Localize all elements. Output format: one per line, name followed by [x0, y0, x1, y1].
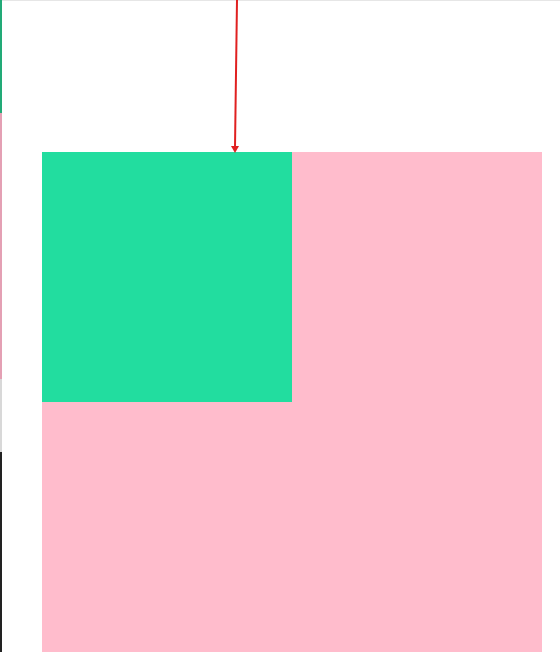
top-border	[0, 0, 560, 1]
down-arrow-icon	[231, 0, 239, 153]
left-edge-strip-green	[0, 0, 2, 113]
green-square	[42, 152, 292, 402]
left-edge-strip-dark	[0, 452, 2, 652]
left-edge-strip-light	[0, 379, 2, 452]
arrow-shaft	[234, 0, 238, 148]
left-edge-strip-pink	[0, 113, 2, 379]
arrow-head	[231, 146, 239, 153]
